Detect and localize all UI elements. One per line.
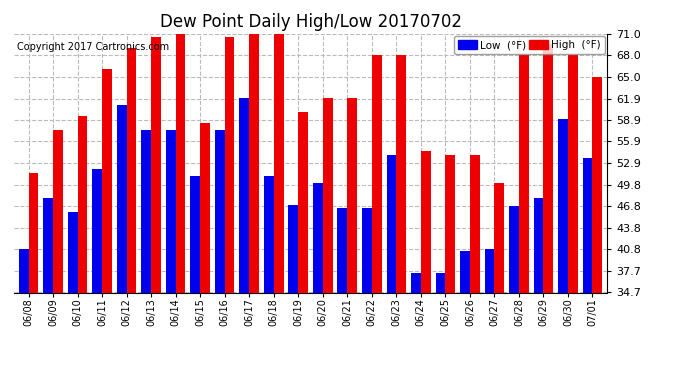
Bar <box>53 130 63 292</box>
Text: Copyright 2017 Cartronics.com: Copyright 2017 Cartronics.com <box>17 42 169 51</box>
Bar <box>593 76 602 292</box>
Bar <box>117 105 126 292</box>
Bar <box>362 209 372 292</box>
Bar <box>470 155 480 292</box>
Bar <box>200 123 210 292</box>
Bar <box>568 55 578 292</box>
Bar <box>239 98 249 292</box>
Bar <box>298 112 308 292</box>
Bar <box>264 176 274 292</box>
Bar <box>323 98 333 292</box>
Bar <box>347 98 357 292</box>
Bar <box>337 209 347 292</box>
Bar <box>372 55 382 292</box>
Bar <box>484 249 495 292</box>
Bar <box>249 34 259 292</box>
Bar <box>460 251 470 292</box>
Bar <box>445 155 455 292</box>
Bar <box>274 34 284 292</box>
Bar <box>313 183 323 292</box>
Bar <box>396 55 406 292</box>
Bar <box>544 45 553 292</box>
Bar <box>288 205 298 292</box>
Bar <box>19 249 28 292</box>
Bar <box>92 169 102 292</box>
Bar <box>435 273 445 292</box>
Bar <box>582 159 593 292</box>
Bar <box>558 119 568 292</box>
Bar <box>141 130 151 292</box>
Bar <box>519 55 529 292</box>
Bar <box>509 206 519 292</box>
Bar <box>495 183 504 292</box>
Bar <box>215 130 225 292</box>
Bar <box>151 38 161 292</box>
Bar <box>68 212 77 292</box>
Bar <box>28 173 39 292</box>
Bar <box>421 152 431 292</box>
Legend: Low  (°F), High  (°F): Low (°F), High (°F) <box>454 36 605 54</box>
Bar <box>411 273 421 292</box>
Bar <box>166 130 176 292</box>
Bar <box>43 198 53 292</box>
Bar <box>77 116 88 292</box>
Bar <box>533 198 544 292</box>
Bar <box>126 48 137 292</box>
Bar <box>225 38 235 292</box>
Title: Dew Point Daily High/Low 20170702: Dew Point Daily High/Low 20170702 <box>159 13 462 31</box>
Bar <box>190 176 200 292</box>
Bar <box>386 155 396 292</box>
Bar <box>176 34 186 292</box>
Bar <box>102 69 112 292</box>
